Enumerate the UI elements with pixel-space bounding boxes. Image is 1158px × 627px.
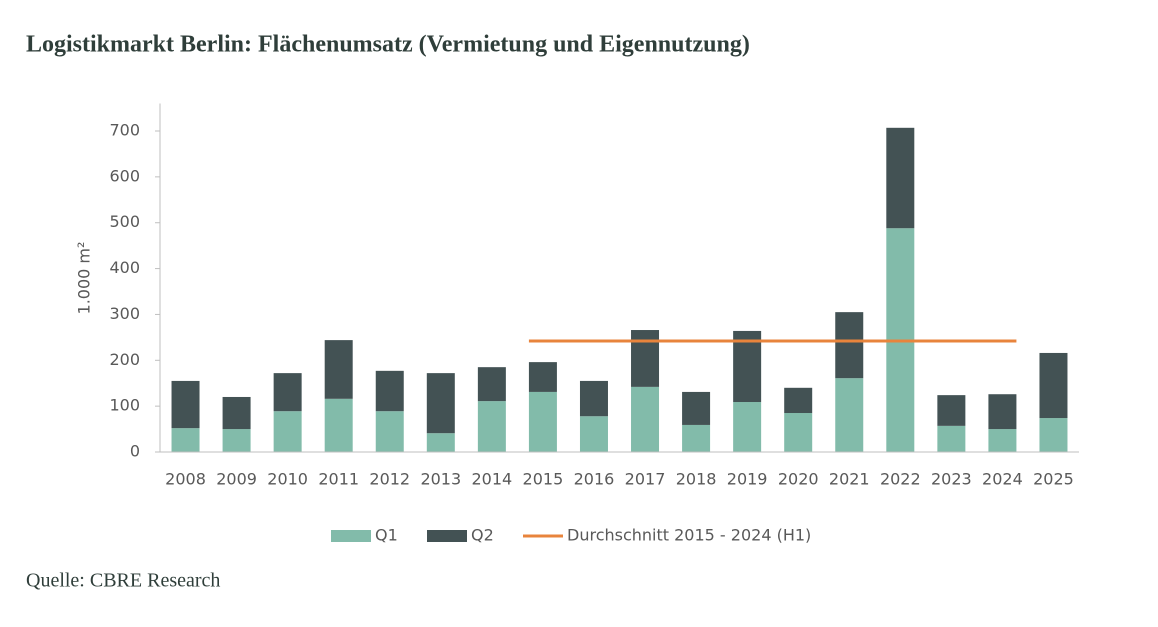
bar — [835, 378, 864, 452]
bar — [375, 411, 404, 452]
x-tick-label: 2008 — [165, 470, 206, 489]
x-tick-label: 2009 — [216, 470, 257, 489]
bar — [477, 367, 506, 402]
y-tick-label: 400 — [109, 258, 140, 277]
legend-label: Durchschnitt 2015 - 2024 (H1) — [567, 526, 811, 545]
legend-swatch — [427, 530, 467, 542]
bar — [988, 429, 1017, 452]
bar — [171, 380, 200, 429]
x-tick-label: 2010 — [267, 470, 308, 489]
bar — [426, 433, 455, 452]
bar — [273, 373, 302, 412]
y-tick-label: 300 — [109, 304, 140, 323]
bar — [631, 386, 660, 452]
bar — [937, 395, 966, 426]
x-tick-label: 2022 — [880, 470, 921, 489]
bar — [1039, 352, 1068, 419]
bar — [477, 401, 506, 452]
y-tick-label: 100 — [109, 396, 140, 415]
x-tick-label: 2013 — [420, 470, 461, 489]
bar — [222, 396, 251, 430]
bar — [886, 127, 915, 229]
bar — [579, 416, 608, 452]
legend-swatch — [331, 530, 371, 542]
bar — [324, 340, 353, 399]
x-tick-label: 2024 — [982, 470, 1023, 489]
bar — [733, 330, 762, 403]
y-tick-label: 600 — [109, 166, 140, 185]
x-tick-label: 2017 — [625, 470, 666, 489]
legend-label: Q1 — [375, 526, 398, 545]
bar — [1039, 418, 1068, 452]
x-tick-label: 2012 — [369, 470, 410, 489]
bar — [579, 380, 608, 417]
y-tick-label: 500 — [109, 212, 140, 231]
bar — [937, 425, 966, 452]
x-tick-label: 2016 — [574, 470, 615, 489]
y-tick-label: 700 — [109, 121, 140, 140]
x-tick-label: 2020 — [778, 470, 819, 489]
bar — [682, 391, 711, 425]
x-tick-label: 2021 — [829, 470, 870, 489]
x-tick-label: 2025 — [1033, 470, 1074, 489]
y-tick-label: 0 — [130, 442, 140, 461]
x-tick-label: 2011 — [318, 470, 359, 489]
bar — [273, 411, 302, 452]
y-tick-label: 200 — [109, 350, 140, 369]
bar — [988, 394, 1017, 430]
legend-label: Q2 — [471, 526, 494, 545]
bar — [835, 312, 864, 379]
x-tick-label: 2023 — [931, 470, 972, 489]
bar — [528, 362, 557, 392]
x-tick-label: 2015 — [523, 470, 564, 489]
x-tick-label: 2014 — [472, 470, 513, 489]
y-axis-label: 1.000 m² — [75, 242, 94, 315]
source: Quelle: CBRE Research — [26, 570, 220, 592]
bar — [733, 402, 762, 452]
bar — [784, 413, 813, 452]
x-tick-label: 2018 — [676, 470, 717, 489]
bar — [528, 391, 557, 452]
bar — [375, 370, 404, 412]
bar — [426, 373, 455, 434]
bar — [784, 387, 813, 414]
bar — [222, 429, 251, 452]
bar — [631, 330, 660, 387]
bar — [324, 398, 353, 452]
bar — [171, 428, 200, 452]
x-tick-label: 2019 — [727, 470, 768, 489]
bar — [682, 424, 711, 452]
chart-title: Logistikmarkt Berlin: Flächenumsatz (Ver… — [26, 32, 750, 58]
